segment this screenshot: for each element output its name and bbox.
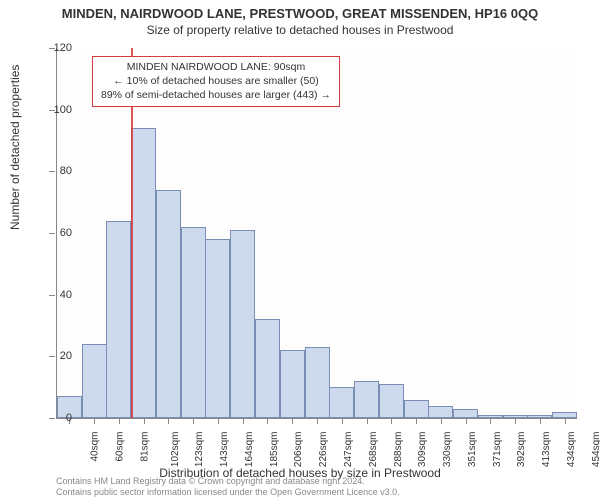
y-tick-label: 120 (42, 42, 72, 54)
histogram-bar (379, 384, 404, 418)
footer-line2: Contains public sector information licen… (56, 487, 400, 498)
x-tick (367, 418, 368, 424)
y-axis-label: Number of detached properties (8, 65, 22, 230)
y-tick-label: 100 (42, 104, 72, 116)
x-tick (540, 418, 541, 424)
x-tick-label: 309sqm (417, 432, 428, 468)
x-tick-label: 288sqm (393, 432, 404, 468)
histogram-bar (230, 230, 255, 418)
x-tick-label: 40sqm (90, 432, 101, 462)
x-tick (144, 418, 145, 424)
x-tick (565, 418, 566, 424)
x-tick-label: 247sqm (343, 432, 354, 468)
x-tick-label: 413sqm (541, 432, 552, 468)
x-tick-label: 371sqm (492, 432, 503, 468)
x-tick (193, 418, 194, 424)
x-tick (441, 418, 442, 424)
x-tick (94, 418, 95, 424)
x-tick (515, 418, 516, 424)
x-tick-label: 434sqm (566, 432, 577, 468)
x-tick-label: 60sqm (115, 432, 126, 462)
x-tick-label: 351sqm (467, 432, 478, 468)
x-tick (317, 418, 318, 424)
footer: Contains HM Land Registry data © Crown c… (56, 476, 400, 499)
x-tick-label: 164sqm (244, 432, 255, 468)
histogram-bar (305, 347, 330, 418)
y-tick-label: 60 (42, 227, 72, 239)
histogram-bar (428, 406, 453, 418)
chart-area: 40sqm60sqm81sqm102sqm123sqm143sqm164sqm1… (56, 48, 576, 418)
histogram-bar (181, 227, 206, 418)
annotation-line1: MINDEN NAIRDWOOD LANE: 90sqm (101, 60, 331, 74)
x-tick-label: 226sqm (318, 432, 329, 468)
x-tick (391, 418, 392, 424)
marker-annotation: MINDEN NAIRDWOOD LANE: 90sqm ← 10% of de… (92, 56, 340, 107)
x-tick (119, 418, 120, 424)
x-tick (490, 418, 491, 424)
histogram-bar (205, 239, 230, 418)
x-tick (466, 418, 467, 424)
x-tick-label: 185sqm (269, 432, 280, 468)
histogram-bar (453, 409, 478, 418)
y-tick-label: 0 (42, 412, 72, 424)
annotation-line2: ← 10% of detached houses are smaller (50… (101, 74, 331, 88)
y-tick-label: 20 (42, 350, 72, 362)
histogram-bar (354, 381, 379, 418)
histogram-bar (106, 221, 131, 418)
y-tick-label: 40 (42, 289, 72, 301)
x-tick-label: 454sqm (591, 432, 600, 468)
x-tick-label: 102sqm (170, 432, 181, 468)
x-tick (292, 418, 293, 424)
x-tick (218, 418, 219, 424)
y-tick-label: 80 (42, 165, 72, 177)
x-tick-label: 123sqm (195, 432, 206, 468)
x-tick (416, 418, 417, 424)
histogram-bar (329, 387, 354, 418)
x-tick (168, 418, 169, 424)
histogram-bar (280, 350, 305, 418)
x-tick-label: 392sqm (516, 432, 527, 468)
histogram-bar (404, 400, 429, 419)
x-tick-label: 268sqm (368, 432, 379, 468)
x-tick (342, 418, 343, 424)
annotation-line3: 89% of semi-detached houses are larger (… (101, 88, 331, 102)
page-title: MINDEN, NAIRDWOOD LANE, PRESTWOOD, GREAT… (0, 0, 600, 21)
histogram-bar (255, 319, 280, 418)
histogram-bar (82, 344, 107, 418)
histogram-bar (156, 190, 181, 418)
x-tick-label: 206sqm (294, 432, 305, 468)
footer-line1: Contains HM Land Registry data © Crown c… (56, 476, 400, 487)
x-tick (267, 418, 268, 424)
x-tick-label: 330sqm (442, 432, 453, 468)
histogram-bar (131, 128, 156, 418)
x-tick-label: 143sqm (219, 432, 230, 468)
x-tick (243, 418, 244, 424)
page-subtitle: Size of property relative to detached ho… (0, 21, 600, 37)
x-tick-label: 81sqm (139, 432, 150, 462)
